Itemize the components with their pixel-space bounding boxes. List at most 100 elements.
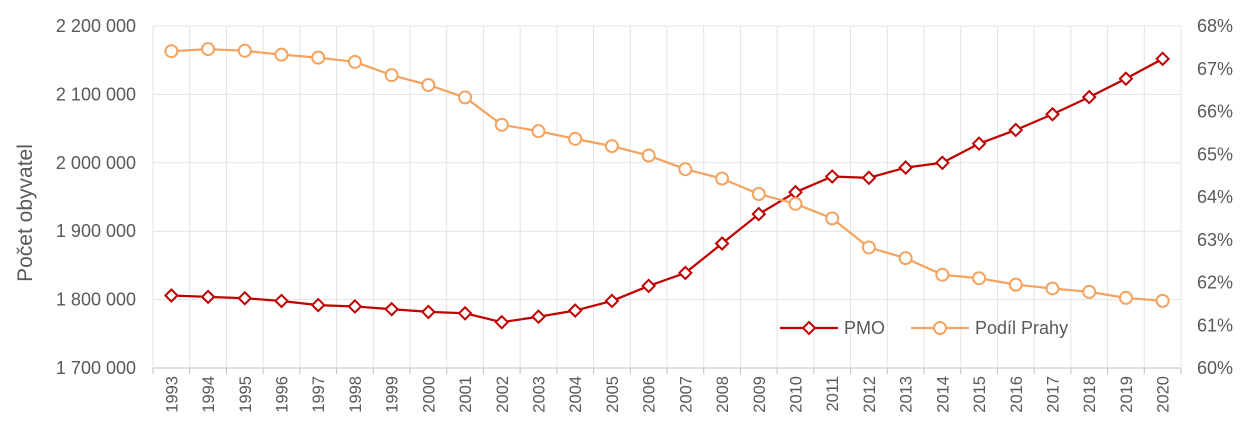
- data-point-pod-l-prahy: [384, 68, 399, 83]
- x-tick-label: 1995: [237, 376, 255, 413]
- x-tick-label: 2005: [604, 376, 622, 413]
- data-point-pod-l-prahy: [751, 187, 766, 202]
- y2-tick-label: 68%: [1197, 16, 1233, 36]
- y2-tick-label: 63%: [1197, 230, 1233, 250]
- gridlines: [152, 25, 1182, 369]
- x-tick-label: 2019: [1118, 376, 1136, 413]
- data-point-pmo: [347, 299, 363, 314]
- series-layer: [163, 42, 1171, 330]
- data-point-pod-l-prahy: [861, 240, 876, 255]
- x-tick-label: 2006: [641, 376, 659, 413]
- y2-tick-label: 67%: [1197, 59, 1233, 79]
- x-tick-label: 2010: [788, 376, 806, 413]
- legend-marker-pod-l-prahy: [933, 321, 948, 335]
- data-point-pmo: [1081, 89, 1097, 105]
- data-point-pod-l-prahy: [201, 42, 216, 57]
- x-tick-label: 2002: [494, 376, 512, 413]
- data-point-pod-l-prahy: [972, 271, 987, 286]
- data-point-pod-l-prahy: [935, 267, 950, 282]
- x-tick-label: 2007: [677, 376, 695, 413]
- y-tick-label: 1 800 000: [56, 290, 136, 310]
- x-tick-label: 2003: [531, 376, 549, 413]
- x-tick-label: 1996: [274, 376, 292, 413]
- x-tick-label: 2016: [1008, 376, 1026, 413]
- data-point-pmo: [531, 309, 546, 325]
- data-point-pmo: [274, 293, 289, 309]
- data-point-pod-l-prahy: [568, 131, 583, 146]
- y2-tick-label: 65%: [1197, 144, 1233, 164]
- data-point-pod-l-prahy: [531, 124, 546, 139]
- data-point-pod-l-prahy: [788, 196, 803, 211]
- data-point-pod-l-prahy: [641, 148, 656, 163]
- data-point-pmo: [934, 155, 950, 171]
- y2-tick-label: 66%: [1197, 102, 1233, 122]
- x-tick-label: 2017: [1045, 376, 1063, 413]
- y2-tick-label: 62%: [1197, 273, 1233, 293]
- x-tick-label: 2020: [1155, 376, 1173, 413]
- data-point-pmo: [420, 304, 436, 320]
- x-tick-label: 2009: [751, 376, 769, 413]
- series-line-pmo: [171, 57, 1164, 324]
- legend-label-pmo: PMO: [844, 318, 885, 338]
- data-point-pmo: [457, 305, 473, 321]
- y-tick-label: 2 100 000: [56, 84, 136, 104]
- data-point-pod-l-prahy: [898, 251, 913, 266]
- data-point-pmo: [494, 314, 510, 330]
- y-tick-label: 1 900 000: [56, 221, 136, 241]
- data-point-pmo: [714, 236, 730, 251]
- data-point-pmo: [237, 290, 253, 306]
- data-point-pmo: [898, 160, 914, 176]
- y-tick-label: 1 700 000: [56, 358, 136, 378]
- x-tick-label: 2018: [1081, 376, 1099, 413]
- legend-marker-pmo: [801, 320, 817, 336]
- y-tick-label: 2 000 000: [56, 153, 136, 173]
- data-point-pod-l-prahy: [237, 43, 252, 58]
- data-point-pod-l-prahy: [1008, 277, 1023, 292]
- data-point-pmo: [861, 170, 877, 186]
- data-point-pod-l-prahy: [1155, 293, 1170, 308]
- data-point-pmo: [824, 169, 840, 184]
- data-point-pod-l-prahy: [494, 117, 509, 132]
- x-tick-label: 2013: [898, 376, 916, 413]
- y2-tick-label: 64%: [1197, 187, 1233, 207]
- data-point-pmo: [384, 301, 400, 317]
- data-point-pod-l-prahy: [825, 211, 840, 226]
- data-point-pod-l-prahy: [604, 139, 619, 154]
- y2-tick-label: 60%: [1197, 358, 1233, 378]
- data-point-pmo: [1045, 106, 1060, 122]
- data-point-pod-l-prahy: [311, 50, 326, 65]
- data-point-pod-l-prahy: [274, 47, 289, 62]
- x-tick-label: 1999: [384, 376, 402, 413]
- data-point-pmo: [788, 184, 803, 200]
- y-tick-label: 2 200 000: [56, 16, 136, 36]
- x-tick-label: 1994: [200, 376, 218, 413]
- x-tick-label: 2004: [567, 376, 585, 413]
- data-point-pod-l-prahy: [1118, 290, 1133, 305]
- data-point-pod-l-prahy: [1045, 281, 1060, 296]
- data-point-pod-l-prahy: [458, 90, 473, 105]
- x-tick-label: 2008: [714, 376, 732, 413]
- legend: PMO Podíl Prahy: [780, 318, 1068, 338]
- data-point-pmo: [200, 289, 216, 305]
- data-point-pmo: [163, 288, 179, 303]
- data-point-pod-l-prahy: [347, 54, 362, 69]
- data-point-pod-l-prahy: [715, 171, 730, 186]
- data-point-pmo: [751, 206, 767, 222]
- data-point-pmo: [1118, 71, 1134, 87]
- data-point-pmo: [677, 265, 693, 281]
- data-point-pmo: [641, 278, 657, 294]
- data-point-pmo: [310, 297, 326, 313]
- data-point-pod-l-prahy: [164, 44, 179, 59]
- y2-tick-label: 61%: [1197, 315, 1233, 335]
- x-tick-label: 2014: [934, 376, 952, 413]
- y-axis-title: Počet obyvatel: [14, 144, 37, 282]
- legend-label-pod-l-prahy: Podíl Prahy: [975, 318, 1068, 338]
- data-point-pod-l-prahy: [421, 77, 436, 92]
- x-tick-label: 1998: [347, 376, 365, 413]
- data-point-pmo: [1155, 51, 1171, 67]
- data-point-pmo: [1008, 122, 1024, 138]
- data-point-pod-l-prahy: [1082, 284, 1097, 299]
- x-tick-label: 2015: [971, 376, 989, 413]
